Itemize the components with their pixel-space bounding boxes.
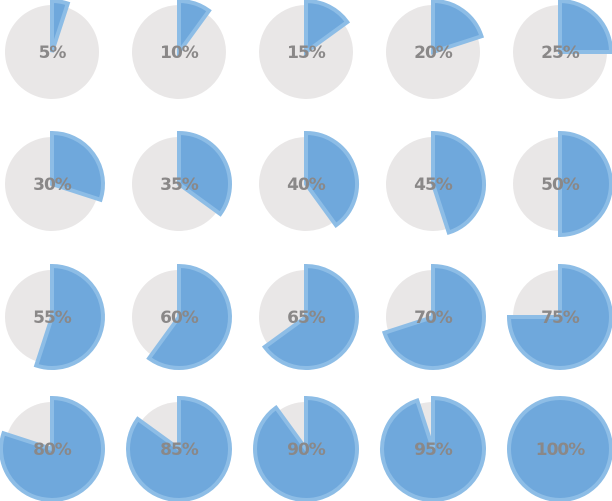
pie-slice: [131, 137, 218, 231]
pie-slice: [513, 270, 560, 317]
pie-slice: [132, 270, 179, 356]
pie-slice: [558, 130, 612, 238]
pie-slice: [380, 395, 486, 501]
pie-slice: [177, 0, 212, 59]
pie-slice: [513, 137, 560, 231]
pie-slice: [386, 270, 433, 332]
pie-slice: [140, 402, 179, 449]
pie-slice: [304, 130, 359, 229]
percent-label: 5%: [39, 43, 67, 63]
percent-label: 10%: [160, 43, 199, 63]
pie-slice: [558, 0, 612, 54]
pie-slice: [50, 130, 105, 203]
pie-slice: [33, 263, 105, 370]
pie-slice: [126, 395, 232, 501]
percent-label: 40%: [287, 175, 326, 195]
percent-label: 30%: [33, 175, 72, 195]
pie-slice: [507, 395, 612, 501]
percent-label: 75%: [541, 308, 580, 328]
percent-label: 70%: [414, 308, 453, 328]
percent-label: 55%: [33, 308, 72, 328]
percent-label: 80%: [33, 440, 72, 460]
pie-slice: [5, 270, 53, 362]
pie-slice: [146, 263, 232, 370]
percent-label: 35%: [160, 175, 199, 195]
percent-label: 100%: [536, 440, 585, 460]
pie-slice: [506, 263, 612, 370]
percent-label: 90%: [287, 440, 326, 460]
percent-label: 65%: [287, 308, 326, 328]
percent-label: 25%: [541, 43, 580, 63]
percent-label: 15%: [287, 43, 326, 63]
pie-slice: [253, 395, 359, 501]
percent-label: 85%: [160, 440, 199, 460]
pie-slice: [177, 130, 232, 217]
pie-slice: [431, 0, 485, 55]
pie-slice: [50, 0, 71, 53]
pie-slice: [259, 137, 334, 231]
pie-slice: [259, 270, 306, 345]
pie-slice: [0, 395, 105, 501]
percent-label: 45%: [414, 175, 453, 195]
percent-label: 20%: [414, 43, 453, 63]
pie-slice: [381, 263, 486, 370]
percent-label: 50%: [541, 175, 580, 195]
pie-slice: [261, 263, 359, 370]
percent-label: 60%: [160, 308, 199, 328]
percent-label: 95%: [414, 440, 453, 460]
pie-slice: [304, 0, 351, 56]
pie-slice: [431, 130, 486, 236]
